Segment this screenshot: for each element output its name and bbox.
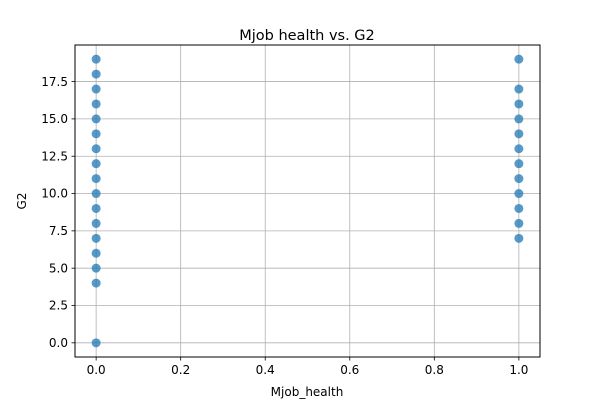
scatter-point [91,84,101,94]
scatter-point [91,99,101,109]
y-axis-title: G2 [15,193,29,210]
x-tick-label: 0.4 [256,363,275,377]
y-tick-label: 17.5 [41,75,68,89]
scatter-point [514,189,524,199]
y-axis: 0.0 2.5 5.0 7.5 10.0 12.5 15.0 17.5 [41,75,75,350]
scatter-point [514,114,524,124]
scatter-point [514,174,524,184]
scatter-point [91,248,101,258]
scatter-point [91,69,101,79]
scatter-point [514,218,524,228]
scatter-point [91,174,101,184]
scatter-point [91,278,101,288]
scatter-point [514,129,524,139]
x-tick-label: 0.6 [340,363,359,377]
scatter-point [514,203,524,213]
scatter-point [91,218,101,228]
y-tick-label: 2.5 [49,299,68,313]
scatter-point [514,233,524,243]
scatter-point [514,54,524,64]
plot-area-frame [74,44,541,358]
y-tick-label: 10.0 [41,187,68,201]
scatter-point [514,84,524,94]
y-tick-label: 12.5 [41,149,68,163]
scatter-point [91,338,101,348]
grid-lines [75,45,540,357]
scatter-point [91,263,101,273]
scatter-point [514,159,524,169]
scatter-point [91,129,101,139]
y-tick-label: 5.0 [49,261,68,275]
chart-title: Mjob health vs. G2 [239,28,375,44]
x-tick-label: 1.0 [509,363,528,377]
y-tick-label: 0.0 [49,336,68,350]
x-tick-label: 0.8 [425,363,444,377]
x-tick-label: 0.2 [171,363,190,377]
x-axis: 0.0 0.2 0.4 0.6 0.8 1.0 [87,357,528,377]
scatter-point [514,144,524,154]
scatter-point [91,233,101,243]
scatter-point [91,203,101,213]
scatter-point [91,159,101,169]
y-tick-label: 15.0 [41,112,68,126]
scatter-point [514,99,524,109]
data-points [91,54,524,348]
x-axis-title: Mjob_health [271,385,344,399]
scatter-point [91,189,101,199]
scatter-point [91,114,101,124]
y-tick-label: 7.5 [49,224,68,238]
scatter-point [91,144,101,154]
x-tick-label: 0.0 [87,363,106,377]
scatter-point [91,54,101,64]
